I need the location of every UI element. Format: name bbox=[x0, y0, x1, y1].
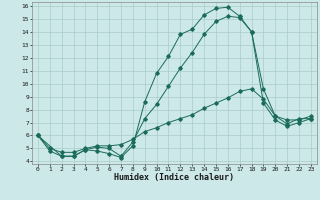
X-axis label: Humidex (Indice chaleur): Humidex (Indice chaleur) bbox=[115, 173, 234, 182]
